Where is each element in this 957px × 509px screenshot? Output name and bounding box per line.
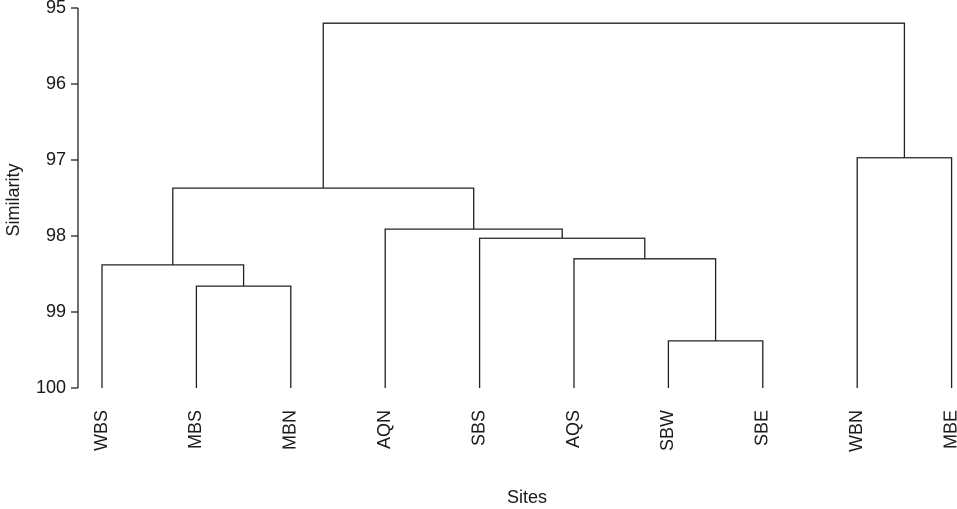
dendrogram-link <box>573 258 717 388</box>
leaf-label: SBE <box>752 410 772 446</box>
leaf-label: SBW <box>657 410 677 451</box>
leaf-label: MBN <box>280 410 300 450</box>
dendrogram-link <box>172 187 475 265</box>
y-tick-label: 97 <box>46 149 66 169</box>
leaf-label: SBS <box>468 410 488 446</box>
leaf-label: MBE <box>940 410 957 449</box>
dendrogram-link <box>322 22 906 189</box>
y-tick-label: 96 <box>46 73 66 93</box>
leaf-label: AQN <box>374 410 394 449</box>
leaf-label: AQS <box>563 410 583 448</box>
y-tick-label: 100 <box>36 377 66 397</box>
y-tick-label: 98 <box>46 225 66 245</box>
dendrogram-link <box>101 264 245 388</box>
dendrogram-link <box>195 285 292 388</box>
dendrogram-link <box>667 340 764 388</box>
dendrogram-link <box>384 228 563 388</box>
y-axis-label: Similarity <box>3 163 23 236</box>
leaf-label: WBS <box>91 410 111 451</box>
y-tick-label: 95 <box>46 0 66 17</box>
leaf-label: MBS <box>185 410 205 449</box>
leaf-label: WBN <box>846 410 866 452</box>
dendrogram-link <box>478 237 646 388</box>
x-axis-label: Sites <box>507 487 547 507</box>
y-tick-label: 99 <box>46 301 66 321</box>
dendrogram-link <box>856 157 953 388</box>
